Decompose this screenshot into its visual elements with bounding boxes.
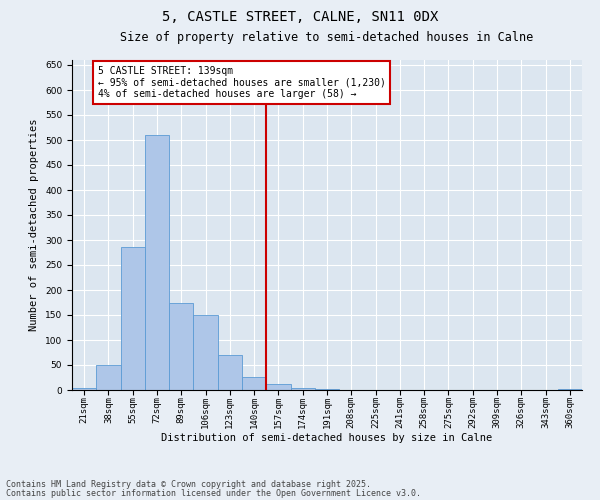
Y-axis label: Number of semi-detached properties: Number of semi-detached properties [29, 118, 40, 331]
Text: Contains public sector information licensed under the Open Government Licence v3: Contains public sector information licen… [6, 488, 421, 498]
Text: Contains HM Land Registry data © Crown copyright and database right 2025.: Contains HM Land Registry data © Crown c… [6, 480, 371, 489]
Bar [558, 389, 582, 390]
Bar [290, 388, 315, 390]
Bar [315, 389, 339, 390]
Bar [218, 355, 242, 390]
Title: Size of property relative to semi-detached houses in Calne: Size of property relative to semi-detach… [121, 30, 533, 44]
X-axis label: Distribution of semi-detached houses by size in Calne: Distribution of semi-detached houses by … [161, 432, 493, 442]
Text: 5, CASTLE STREET, CALNE, SN11 0DX: 5, CASTLE STREET, CALNE, SN11 0DX [162, 10, 438, 24]
Bar [193, 315, 218, 390]
Bar [145, 135, 169, 390]
Bar [121, 246, 145, 390]
Bar [72, 388, 96, 390]
Bar [242, 376, 266, 390]
Bar [266, 384, 290, 390]
Bar [96, 365, 121, 390]
Text: 5 CASTLE STREET: 139sqm
← 95% of semi-detached houses are smaller (1,230)
4% of : 5 CASTLE STREET: 139sqm ← 95% of semi-de… [97, 66, 385, 99]
Bar [169, 302, 193, 390]
